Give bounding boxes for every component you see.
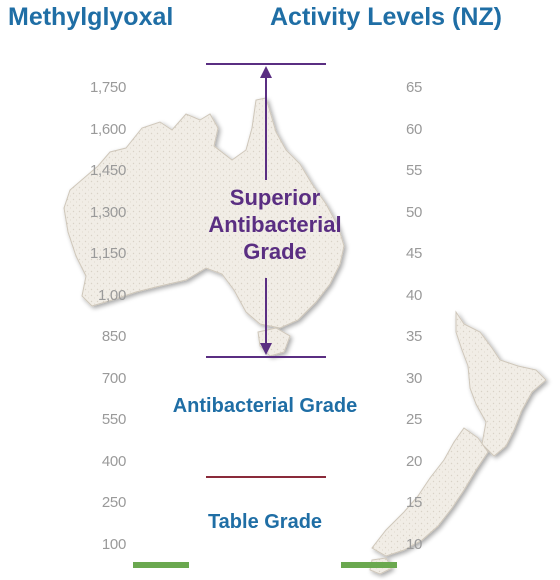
activity-tick: 15 bbox=[406, 494, 423, 511]
methylglyoxal-tick: 250 bbox=[101, 494, 126, 511]
methylglyoxal-tick: 1,150 bbox=[89, 245, 126, 262]
methylglyoxal-tick: 1,00 bbox=[98, 287, 126, 304]
methylglyoxal-tick: 400 bbox=[101, 453, 126, 470]
methylglyoxal-tick: 1,750 bbox=[89, 79, 126, 96]
new-zealand-map bbox=[369, 310, 547, 575]
superior-grade-label: Superior Antibacterial Grade bbox=[208, 185, 342, 264]
table-grade-label: Table Grade bbox=[207, 511, 323, 533]
activity-tick: 55 bbox=[406, 162, 423, 179]
methylglyoxal-tick: 550 bbox=[101, 411, 126, 428]
activity-tick: 50 bbox=[406, 204, 423, 221]
activity-tick: 40 bbox=[406, 287, 423, 304]
activity-tick: 45 bbox=[406, 245, 423, 262]
methylglyoxal-title: Methylglyoxal bbox=[8, 3, 174, 31]
activity-tick: 65 bbox=[406, 79, 423, 96]
activity-tick: 20 bbox=[406, 453, 423, 470]
antibacterial-grade-label: Antibacterial Grade bbox=[172, 395, 358, 417]
activity-tick: 35 bbox=[406, 328, 423, 345]
baseline-marker-left bbox=[133, 562, 189, 568]
methylglyoxal-tick: 700 bbox=[101, 370, 126, 387]
methylglyoxal-tick: 1,450 bbox=[89, 162, 126, 179]
methylglyoxal-tick: 1,600 bbox=[89, 121, 126, 138]
activity-tick: 60 bbox=[406, 121, 423, 138]
methylglyoxal-tick: 100 bbox=[101, 536, 126, 553]
activity-tick: 10 bbox=[406, 536, 423, 553]
methylglyoxal-tick: 850 bbox=[101, 328, 126, 345]
arrow-up-icon bbox=[260, 66, 272, 78]
baseline-marker-right bbox=[341, 562, 397, 568]
methylglyoxal-tick: 1,300 bbox=[89, 204, 126, 221]
activity-tick: 25 bbox=[406, 411, 423, 428]
activity-tick: 30 bbox=[406, 370, 423, 387]
activity-levels-title: Activity Levels (NZ) bbox=[270, 3, 503, 31]
arrow-down-icon bbox=[260, 343, 272, 355]
